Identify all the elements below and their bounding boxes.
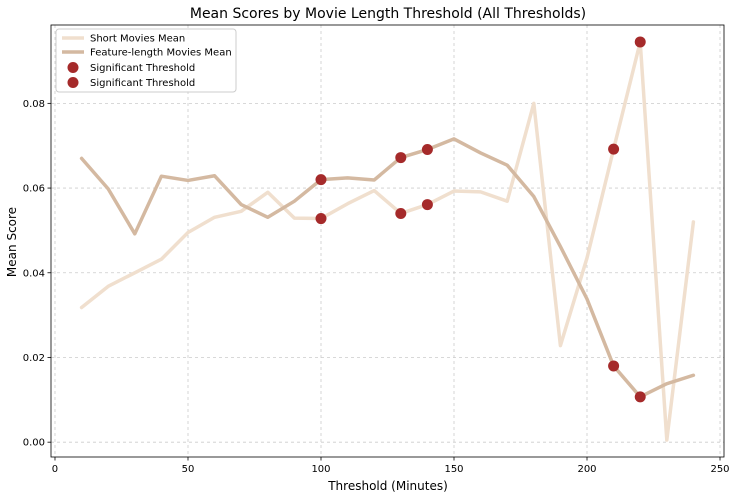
plot-frame <box>50 24 725 458</box>
ticks-layer: 0 50 100 150 200 250 0.00 0.02 0.04 0.06 0.08 <box>23 99 730 475</box>
y-tick-label: 0.04 <box>23 268 45 279</box>
short-movies-mean-line <box>79 40 696 442</box>
x-tick-label: 50 <box>182 464 195 475</box>
significant-points-layer <box>315 36 646 403</box>
legend-label-feature: Feature-length Movies Mean <box>90 48 232 59</box>
x-tick-label: 0 <box>52 464 58 475</box>
legend-marker-significant-1 <box>67 62 79 73</box>
x-tick-label: 250 <box>710 464 729 475</box>
feature-length-movies-mean-line <box>79 137 696 399</box>
x-tick-label: 200 <box>577 464 596 475</box>
y-axis-label: Mean Score <box>5 207 19 277</box>
x-axis-label: Threshold (Minutes) <box>327 479 448 493</box>
significant-threshold-point <box>634 391 646 403</box>
significant-threshold-point <box>608 360 620 372</box>
legend: Short Movies Mean Feature-length Movies … <box>55 28 237 93</box>
legend-box <box>55 28 237 93</box>
significant-threshold-point <box>421 144 433 156</box>
significant-threshold-point <box>608 143 620 155</box>
legend-label-short: Short Movies Mean <box>90 34 185 45</box>
significant-threshold-point <box>315 213 327 225</box>
significant-threshold-point <box>395 152 407 164</box>
significant-threshold-point <box>634 36 646 48</box>
chart-title: Mean Scores by Movie Length Threshold (A… <box>190 6 586 22</box>
legend-label-significant-1: Significant Threshold <box>90 63 195 74</box>
y-tick-label: 0.00 <box>23 438 45 449</box>
legend-marker-significant-2 <box>67 77 79 88</box>
legend-label-significant-2: Significant Threshold <box>90 78 195 89</box>
series-layer <box>79 40 696 442</box>
y-tick-label: 0.08 <box>23 99 45 110</box>
significant-threshold-point <box>395 207 407 219</box>
significant-threshold-point <box>421 199 433 211</box>
y-tick-label: 0.02 <box>23 353 45 364</box>
x-tick-label: 100 <box>311 464 330 475</box>
x-tick-label: 150 <box>444 464 463 475</box>
significant-threshold-point <box>315 174 327 186</box>
y-tick-label: 0.06 <box>23 184 45 195</box>
